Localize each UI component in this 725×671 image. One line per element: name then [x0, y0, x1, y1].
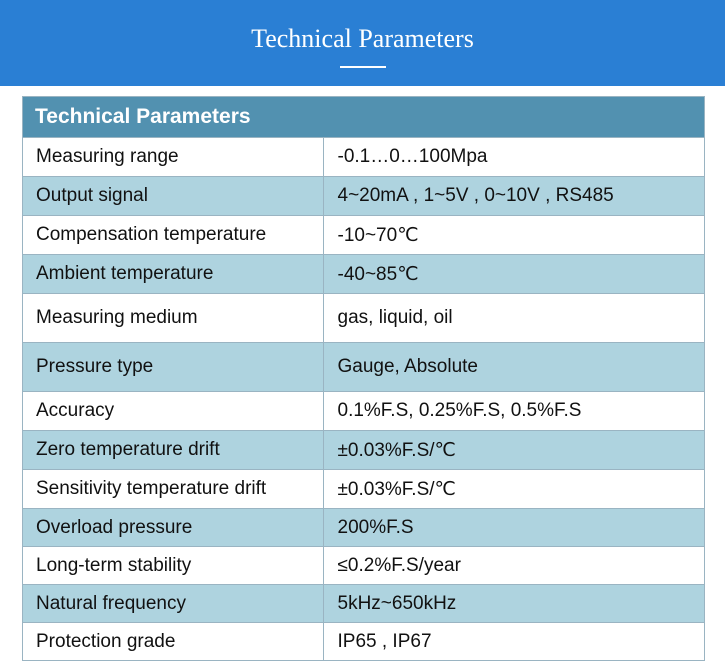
banner-underline [340, 66, 386, 68]
table-row: Sensitivity temperature drift ±0.03%F.S/… [23, 469, 704, 509]
parameters-table-container: Technical Parameters Measuring range -0.… [22, 96, 705, 661]
banner-title: Technical Parameters [251, 24, 474, 53]
table-row: Overload pressure 200%F.S [23, 508, 704, 547]
param-label: Natural frequency [23, 584, 323, 623]
param-value: IP65 , IP67 [322, 622, 704, 660]
param-value: gas, liquid, oil [322, 293, 704, 343]
param-label: Sensitivity temperature drift [23, 469, 323, 509]
param-label: Measuring medium [23, 293, 323, 343]
param-value: ±0.03%F.S/℃ [322, 430, 704, 470]
param-value: -0.1…0…100Mpa [322, 137, 704, 177]
param-label: Accuracy [23, 391, 323, 431]
param-label: Overload pressure [23, 508, 323, 547]
table-row: Ambient temperature -40~85℃ [23, 254, 704, 294]
param-value: Gauge, Absolute [322, 342, 704, 392]
param-value: 0.1%F.S, 0.25%F.S, 0.5%F.S [322, 391, 704, 431]
param-label: Ambient temperature [23, 254, 323, 294]
param-label: Pressure type [23, 342, 323, 392]
param-value: ≤0.2%F.S/year [322, 546, 704, 585]
table-row: Measuring range -0.1…0…100Mpa [23, 137, 704, 177]
table-row: Protection grade IP65 , IP67 [23, 622, 704, 660]
param-label: Long-term stability [23, 546, 323, 585]
param-label: Output signal [23, 176, 323, 216]
param-value: -10~70℃ [322, 215, 704, 255]
parameters-table: Technical Parameters Measuring range -0.… [23, 97, 704, 660]
param-value: 5kHz~650kHz [322, 584, 704, 623]
table-row: Accuracy 0.1%F.S, 0.25%F.S, 0.5%F.S [23, 391, 704, 431]
table-row: Zero temperature drift ±0.03%F.S/℃ [23, 430, 704, 470]
table-row: Compensation temperature -10~70℃ [23, 215, 704, 255]
table-row: Measuring medium gas, liquid, oil [23, 293, 704, 343]
param-value: 4~20mA , 1~5V , 0~10V , RS485 [322, 176, 704, 216]
param-value: -40~85℃ [322, 254, 704, 294]
table-header: Technical Parameters [23, 97, 704, 138]
param-label: Measuring range [23, 137, 323, 177]
param-value: 200%F.S [322, 508, 704, 547]
table-row: Pressure type Gauge, Absolute [23, 342, 704, 392]
table-row: Long-term stability ≤0.2%F.S/year [23, 546, 704, 585]
param-label: Zero temperature drift [23, 430, 323, 470]
page-banner: Technical Parameters [0, 0, 725, 86]
param-label: Compensation temperature [23, 215, 323, 255]
param-label: Protection grade [23, 622, 323, 660]
table-row: Output signal 4~20mA , 1~5V , 0~10V , RS… [23, 176, 704, 216]
table-header-row: Technical Parameters [23, 97, 704, 138]
param-value: ±0.03%F.S/℃ [322, 469, 704, 509]
table-row: Natural frequency 5kHz~650kHz [23, 584, 704, 623]
